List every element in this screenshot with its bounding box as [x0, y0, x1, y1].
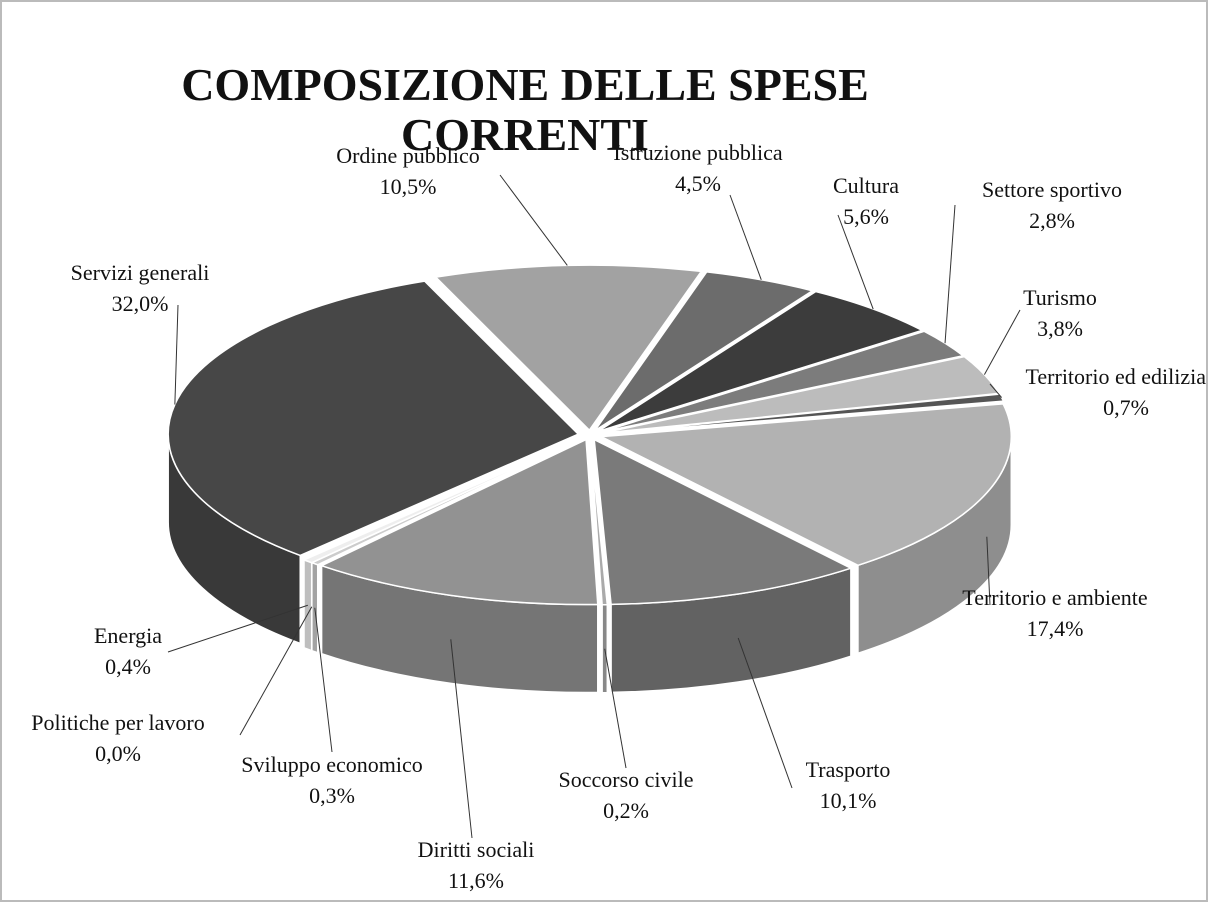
leader-line [737, 637, 793, 789]
chart-title: COMPOSIZIONE DELLE SPESE CORRENTI [181, 59, 869, 160]
value-label: 0,2% [603, 798, 649, 823]
leader-line [989, 383, 1003, 398]
leader-line [450, 639, 473, 839]
value-label: 32,0% [112, 291, 169, 316]
slice [594, 271, 815, 432]
category-label: Ordine pubblico [336, 143, 480, 168]
leader-line [729, 194, 762, 280]
category-label: Energia [94, 623, 162, 648]
value-label: 4,5% [675, 171, 721, 196]
slice [167, 280, 580, 557]
category-label: Soccorso civile [558, 767, 693, 792]
category-label: Cultura [833, 173, 899, 198]
leader-line [944, 204, 956, 344]
value-label: 11,6% [448, 868, 504, 893]
category-label: Politiche per lavoro [31, 710, 205, 735]
value-label: 0,0% [95, 741, 141, 766]
slice [302, 437, 583, 564]
leader-line [239, 606, 313, 736]
value-label: 5,6% [843, 204, 889, 229]
leader-line [837, 214, 874, 310]
category-label: Territorio ed edilizia [1026, 364, 1207, 389]
slice-side [601, 603, 609, 694]
value-label: 2,8% [1029, 208, 1075, 233]
category-label: Trasporto [806, 757, 891, 782]
value-label: 10,1% [820, 788, 877, 813]
slice-side [303, 558, 313, 652]
slice [598, 403, 1013, 567]
slice [593, 438, 853, 606]
leader-line [604, 648, 627, 769]
category-label: Sviluppo economico [241, 752, 422, 777]
labels: Ordine pubblico 10,5% Istruzione pubblica 4… [31, 140, 1206, 893]
value-label: 3,8% [1037, 316, 1083, 341]
value-label: 0,3% [309, 783, 355, 808]
value-label: 0,4% [105, 654, 151, 679]
category-label: Territorio e ambiente [962, 585, 1147, 610]
slice [434, 264, 703, 432]
leader-line [986, 536, 991, 606]
category-label: Istruzione pubblica [613, 140, 782, 165]
category-label: Turismo [1023, 285, 1097, 310]
slice [319, 438, 599, 606]
leader-line [174, 304, 179, 405]
leader-line [314, 607, 333, 753]
slice [599, 330, 965, 434]
value-label: 17,4% [1027, 616, 1084, 641]
category-label: Servizi generali [71, 260, 210, 285]
leader-line [167, 604, 308, 653]
pie [167, 264, 1013, 694]
category-label: Diritti sociali [418, 837, 535, 862]
slice [597, 290, 925, 433]
value-label: 10,5% [380, 174, 437, 199]
value-label: 0,7% [1103, 395, 1149, 420]
leader-line [983, 309, 1021, 375]
slice [589, 439, 609, 606]
category-label: Settore sportivo [982, 177, 1122, 202]
slice-side [311, 561, 319, 654]
leader-line [499, 174, 568, 266]
